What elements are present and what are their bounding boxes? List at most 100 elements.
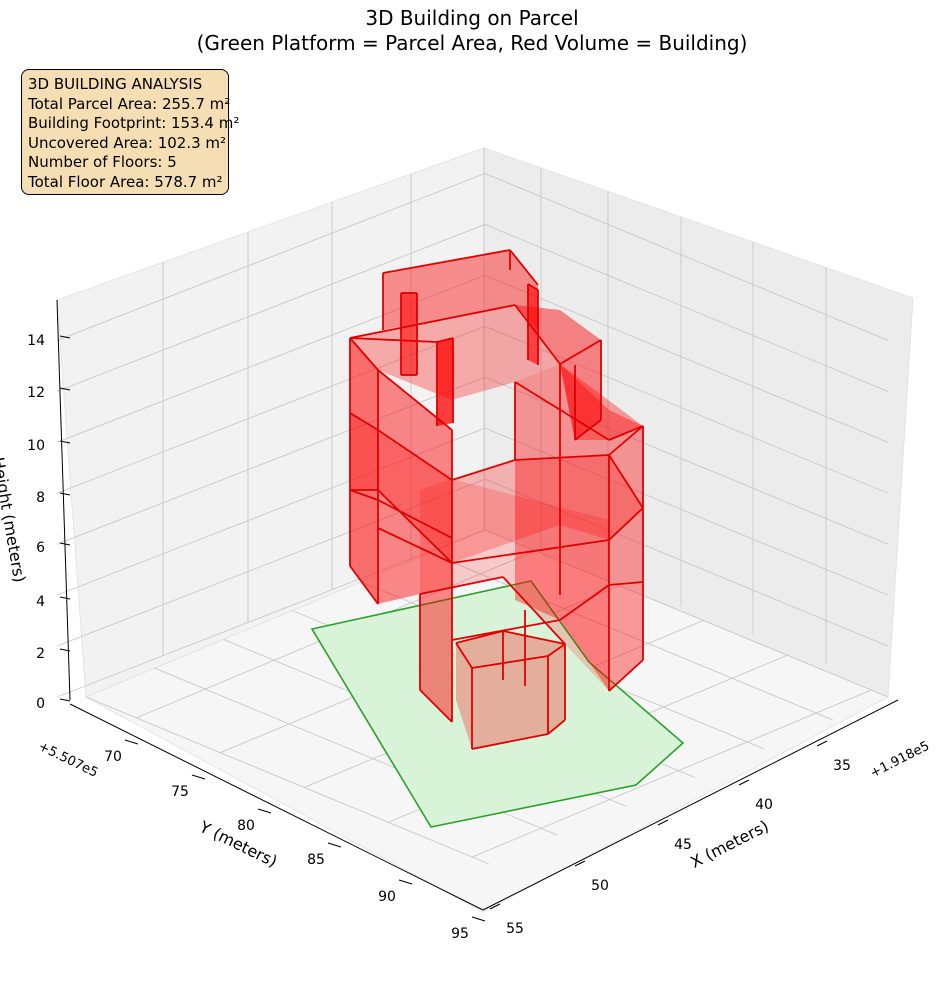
building-edge	[377, 369, 453, 431]
building-edge	[436, 337, 454, 343]
z-tick-label: 0	[36, 696, 45, 712]
building-left-face	[350, 338, 378, 604]
building-edge	[349, 489, 379, 501]
grid-line	[56, 478, 889, 647]
building-edge	[419, 689, 453, 723]
info-number-of-floors: Number of Floors: 5	[28, 153, 177, 172]
x-axis-line	[482, 699, 899, 911]
x-tick-label: 50	[591, 878, 609, 894]
building-edge	[547, 719, 566, 735]
y-tick	[327, 842, 342, 848]
y-tick-label: 75	[171, 784, 189, 800]
y-tick-label: 80	[237, 818, 255, 834]
building-layer	[349, 249, 644, 750]
info-building-footprint: Building Footprint: 153.4 m²	[28, 114, 240, 133]
building-edge	[509, 249, 539, 286]
building-edge	[451, 459, 516, 481]
y-tick	[257, 808, 272, 814]
building-edge	[451, 539, 610, 564]
grid-line	[85, 696, 490, 865]
x-tick	[574, 860, 586, 867]
building-annex-face	[456, 631, 565, 749]
z-tick-label: 14	[27, 333, 45, 349]
building-pillar-right	[528, 284, 538, 365]
z-tick	[59, 335, 71, 339]
building-edge	[349, 412, 379, 431]
y-offset-label: +5.507e5	[36, 739, 100, 781]
building-edge	[377, 527, 453, 564]
building-edge	[349, 337, 438, 343]
x-offset-label: +1.918e5	[868, 739, 932, 782]
building-edge	[451, 619, 561, 641]
z-tick	[59, 387, 71, 391]
building-edge	[382, 249, 511, 274]
building-edge	[559, 584, 610, 621]
building-edge	[471, 733, 549, 750]
x-tick-label: 35	[833, 758, 851, 774]
building-edge	[349, 304, 516, 339]
building-upper-block	[383, 250, 538, 330]
z-tick-label: 6	[36, 540, 45, 556]
y-tick-label: 95	[451, 926, 469, 942]
building-edge	[502, 630, 566, 645]
y-tick	[398, 879, 413, 885]
info-total-floor-area: Total Floor Area: 578.7 m²	[28, 172, 223, 191]
building-recess	[437, 338, 453, 426]
building-middle-band	[350, 413, 643, 563]
building-edge	[559, 339, 602, 365]
y-tick-label: 70	[104, 749, 122, 765]
axes-layer	[56, 299, 899, 922]
info-heading: 3D BUILDING ANALYSIS	[28, 75, 203, 93]
z-tick	[59, 492, 71, 496]
building-edge	[608, 507, 644, 541]
x-tick	[489, 903, 501, 910]
building-edge	[514, 381, 610, 441]
z-tick-label: 8	[36, 490, 45, 506]
y-tick	[471, 916, 486, 922]
y-tick	[191, 774, 206, 780]
grid-line	[56, 376, 889, 545]
info-uncovered-area: Uncovered Area: 102.3 m²	[28, 133, 227, 152]
building-edge	[471, 655, 549, 669]
building-edge	[349, 565, 379, 605]
z-tick	[59, 648, 71, 652]
building-edge	[349, 337, 379, 371]
building-upper-right	[515, 305, 601, 440]
grid-line	[56, 172, 889, 341]
z-tick-label: 2	[36, 646, 45, 662]
parcel-polygon	[310, 580, 685, 828]
y-tick-label: 85	[307, 852, 325, 868]
z-tick	[59, 542, 71, 546]
x-tick	[738, 779, 750, 786]
building-pillar	[401, 293, 417, 375]
building-edge	[502, 576, 566, 645]
z-tick-label: 4	[36, 594, 45, 610]
parcel-layer	[310, 580, 685, 828]
z-axis-title: Height (meters)	[0, 456, 29, 584]
chart-title: 3D Building on Parcel	[365, 6, 579, 30]
building-edge	[455, 630, 504, 644]
grid-line	[56, 427, 889, 596]
building-edge	[574, 419, 602, 441]
building-edge	[608, 425, 644, 456]
grid-line	[56, 529, 889, 698]
x-tick-label: 55	[506, 921, 524, 937]
x-tick	[657, 819, 669, 826]
x-tick-label: 40	[755, 797, 773, 813]
building-edge	[608, 659, 644, 692]
building-edge	[377, 499, 453, 539]
z-tick	[59, 698, 71, 702]
z-tick	[59, 596, 71, 600]
chart-subtitle: (Green Platform = Parcel Area, Red Volum…	[196, 31, 748, 55]
grid-line	[56, 325, 889, 494]
x-tick	[816, 740, 828, 747]
grid-line	[429, 552, 834, 721]
building-edge	[608, 581, 644, 586]
y-axis-line	[69, 703, 484, 911]
y-tick	[124, 739, 139, 745]
z-axis-line	[56, 299, 71, 701]
y-tick-label: 90	[378, 889, 396, 905]
building-edge	[608, 454, 644, 509]
